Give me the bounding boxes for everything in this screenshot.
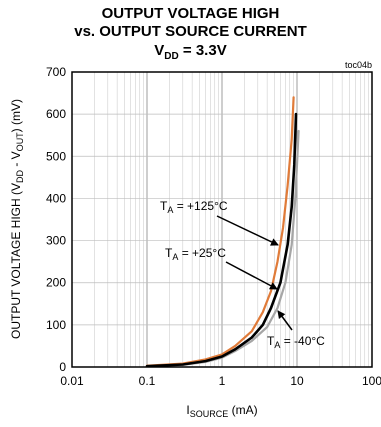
y-tick-label: 0 [59, 360, 66, 374]
series-label-main: T [267, 334, 275, 348]
series-label-rest: = +125°C [173, 199, 228, 213]
annotation-arrow [277, 310, 293, 331]
y-axis-label-part-3: ) (mV) [9, 99, 23, 132]
series-label: TA = +25°C [165, 246, 226, 262]
chart-code: toc04b [345, 60, 372, 70]
x-tick-label: 0.1 [139, 374, 156, 388]
x-tick-label: 0.01 [60, 374, 84, 388]
x-axis-label-unit: (mA) [228, 403, 257, 417]
chart-title-line-1: OUTPUT VOLTAGE HIGH [101, 5, 280, 22]
x-tick-label: 100 [362, 374, 381, 388]
series-label-rest: = -40°C [280, 334, 325, 348]
annotation-arrow [216, 215, 279, 246]
title-v-subscript: DD [164, 51, 179, 62]
y-axis-label: OUTPUT VOLTAGE HIGH (VDD - VOUT) (mV) [9, 99, 25, 339]
chart-title-line-2: vs. OUTPUT SOURCE CURRENT [74, 23, 307, 40]
y-tick-label: 300 [46, 234, 66, 248]
plot-frame [71, 71, 373, 368]
annotations: TA = +125°CTA = +25°CTA = -40°C [160, 199, 325, 350]
series-line-1 [145, 112, 298, 368]
grid [71, 71, 373, 368]
y-tick-label: 400 [46, 191, 66, 205]
y-tick-label: 100 [46, 318, 66, 332]
y-tick-label: 200 [46, 276, 66, 290]
chart-title-line-3: VDD = 3.3V [0, 42, 381, 66]
y-axis-label-part-2: - V [9, 151, 23, 170]
y-tick-label: 700 [46, 65, 66, 79]
series-label: TA = +125°C [160, 199, 228, 215]
y-axis-label-sub-2: OUT [15, 132, 25, 152]
series-label-subscript: A [172, 252, 178, 262]
x-axis-label-main: I [186, 403, 189, 417]
ticks: 0.01 0.1 1 10 100 0 100 200 300 400 500 600 700 [46, 65, 381, 388]
series-lines [145, 96, 300, 368]
title-vdd-value: = 3.3V [178, 42, 227, 59]
x-tick-label: 10 [290, 374, 304, 388]
title-v: V [154, 42, 165, 59]
y-axis-label-part-1: OUTPUT VOLTAGE HIGH (V [9, 183, 23, 339]
series-label-subscript: A [274, 340, 280, 350]
y-tick-label: 500 [46, 149, 66, 163]
series-label-main: T [160, 199, 168, 213]
x-axis-label-subscript: SOURCE [190, 409, 229, 419]
series-label-main: T [165, 246, 173, 260]
y-axis-label-sub-1: DD [15, 169, 25, 182]
y-tick-label: 600 [46, 107, 66, 121]
annotation-arrow [225, 261, 278, 290]
series-label-rest: = +25°C [178, 246, 226, 260]
series-label: TA = -40°C [267, 334, 325, 350]
x-tick-label: 1 [219, 374, 226, 388]
x-axis-label: ISOURCE (mA) [186, 403, 257, 419]
series-line-0 [145, 96, 295, 367]
series-label-subscript: A [167, 205, 173, 215]
